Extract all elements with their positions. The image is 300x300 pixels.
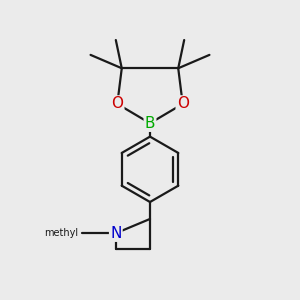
Text: N: N bbox=[110, 226, 122, 241]
Text: B: B bbox=[145, 116, 155, 131]
Text: methyl: methyl bbox=[44, 228, 79, 238]
Text: O: O bbox=[177, 96, 189, 111]
Text: O: O bbox=[111, 96, 123, 111]
